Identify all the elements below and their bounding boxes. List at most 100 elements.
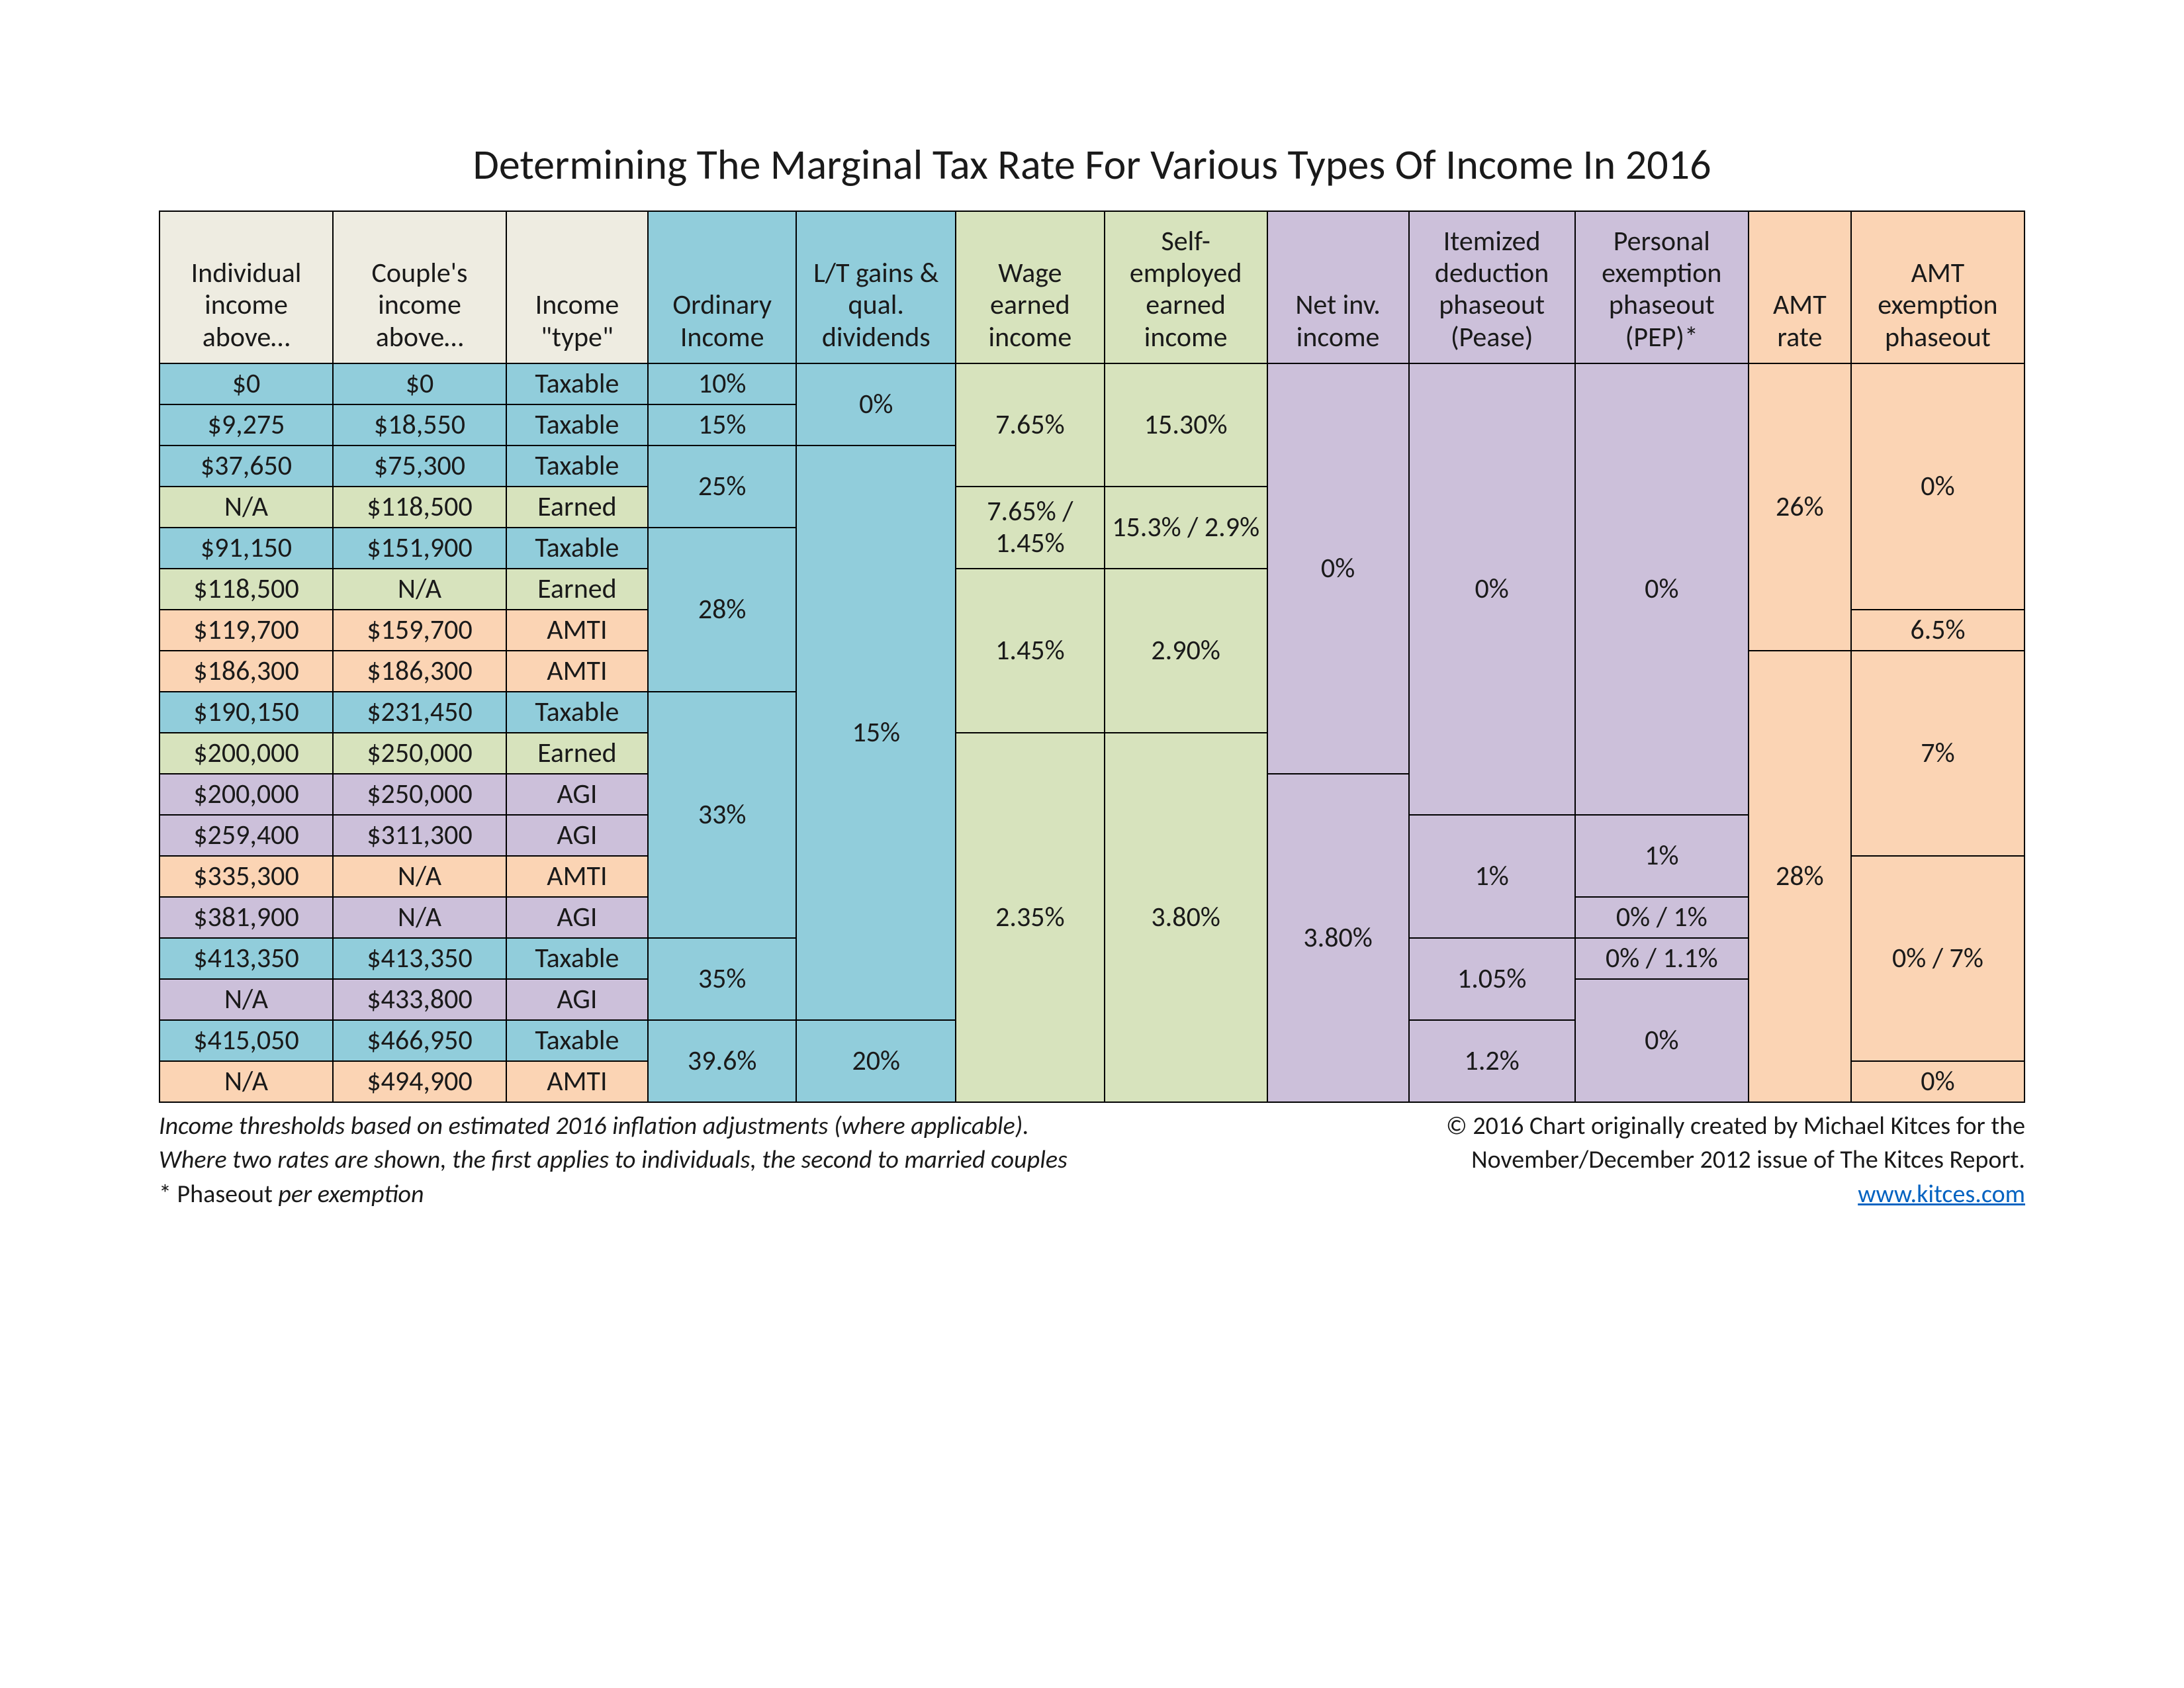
income-type-cell: AGI — [506, 897, 648, 938]
couple-income-cell: $250,000 — [333, 774, 506, 815]
couple-income-cell: $0 — [333, 363, 506, 404]
footnotes: Income thresholds based on estimated 201… — [159, 1109, 2025, 1211]
pease-cell: 1.05% — [1409, 938, 1575, 1020]
col-header-c8: Net inv. income — [1267, 211, 1409, 363]
pease-cell: 1% — [1409, 815, 1575, 938]
col-header-c7: Self-employed earned income — [1105, 211, 1267, 363]
individual-income-cell: $413,350 — [159, 938, 333, 979]
wage-income-cell: 7.65% / 1.45% — [956, 487, 1105, 569]
col-header-c6: Wage earned income — [956, 211, 1105, 363]
pease-cell: 1.2% — [1409, 1020, 1575, 1102]
footnote-line: * Phaseout per exemption — [159, 1178, 1068, 1211]
amt-rate-cell: 26% — [1749, 363, 1851, 651]
pease-cell: 0% — [1409, 363, 1575, 815]
individual-income-cell: $91,150 — [159, 528, 333, 569]
income-type-cell: Taxable — [506, 363, 648, 404]
footnotes-left: Income thresholds based on estimated 201… — [159, 1109, 1068, 1211]
col-header-c12: AMT exemption phaseout — [1851, 211, 2025, 363]
individual-income-cell: $118,500 — [159, 569, 333, 610]
individual-income-cell: N/A — [159, 1061, 333, 1102]
self-employed-cell: 2.90% — [1105, 569, 1267, 733]
couple-income-cell: $231,450 — [333, 692, 506, 733]
income-type-cell: Taxable — [506, 404, 648, 445]
individual-income-cell: $415,050 — [159, 1020, 333, 1061]
income-type-cell: Taxable — [506, 445, 648, 487]
income-type-cell: AMTI — [506, 610, 648, 651]
self-employed-cell: 15.30% — [1105, 363, 1267, 487]
col-header-c3: Income "type" — [506, 211, 648, 363]
individual-income-cell: N/A — [159, 979, 333, 1020]
individual-income-cell: $259,400 — [159, 815, 333, 856]
amt-exemption-cell: 0% / 7% — [1851, 856, 2025, 1061]
income-type-cell: AGI — [506, 774, 648, 815]
couple-income-cell: $75,300 — [333, 445, 506, 487]
couple-income-cell: $118,500 — [333, 487, 506, 528]
lt-gains-cell: 15% — [796, 445, 956, 1020]
individual-income-cell: $9,275 — [159, 404, 333, 445]
income-type-cell: Taxable — [506, 692, 648, 733]
ordinary-income-cell: 10% — [648, 363, 797, 404]
table-header: Individual income above…Couple's income … — [159, 211, 2025, 363]
couple-income-cell: $311,300 — [333, 815, 506, 856]
col-header-c4: Ordinary Income — [648, 211, 797, 363]
couple-income-cell: $18,550 — [333, 404, 506, 445]
couple-income-cell: $433,800 — [333, 979, 506, 1020]
individual-income-cell: N/A — [159, 487, 333, 528]
individual-income-cell: $200,000 — [159, 774, 333, 815]
net-inv-cell: 3.80% — [1267, 774, 1409, 1102]
lt-gains-cell: 0% — [796, 363, 956, 445]
individual-income-cell: $119,700 — [159, 610, 333, 651]
individual-income-cell: $381,900 — [159, 897, 333, 938]
self-employed-cell: 3.80% — [1105, 733, 1267, 1102]
wage-income-cell: 2.35% — [956, 733, 1105, 1102]
pep-cell: 0% / 1.1% — [1575, 938, 1749, 979]
footnote-line: Income thresholds based on estimated 201… — [159, 1111, 1029, 1141]
couple-income-cell: $413,350 — [333, 938, 506, 979]
income-type-cell: Taxable — [506, 1020, 648, 1061]
amt-exemption-cell: 6.5% — [1851, 610, 2025, 651]
couple-income-cell: N/A — [333, 569, 506, 610]
income-type-cell: Taxable — [506, 938, 648, 979]
individual-income-cell: $335,300 — [159, 856, 333, 897]
couple-income-cell: $151,900 — [333, 528, 506, 569]
income-type-cell: AMTI — [506, 1061, 648, 1102]
ordinary-income-cell: 39.6% — [648, 1020, 797, 1102]
amt-rate-cell: 28% — [1749, 651, 1851, 1102]
footnote-line: November/December 2012 issue of The Kitc… — [1446, 1143, 2025, 1177]
table-row: $0$0Taxable10%0%7.65%15.30%0%0%0%26%0% — [159, 363, 2025, 404]
income-type-cell: Earned — [506, 569, 648, 610]
couple-income-cell: $250,000 — [333, 733, 506, 774]
footnote-line: © 2016 Chart originally created by Micha… — [1446, 1109, 2025, 1143]
footnote-line: Where two rates are shown, the first app… — [159, 1145, 1068, 1175]
income-type-cell: Earned — [506, 487, 648, 528]
income-type-cell: AMTI — [506, 651, 648, 692]
individual-income-cell: $190,150 — [159, 692, 333, 733]
col-header-c9: Itemized deduction phaseout (Pease) — [1409, 211, 1575, 363]
individual-income-cell: $186,300 — [159, 651, 333, 692]
income-type-cell: AMTI — [506, 856, 648, 897]
amt-exemption-cell: 0% — [1851, 363, 2025, 610]
pep-cell: 1% — [1575, 815, 1749, 897]
table-header-row: Individual income above…Couple's income … — [159, 211, 2025, 363]
couple-income-cell: $466,950 — [333, 1020, 506, 1061]
source-link[interactable]: www.kitces.com — [1858, 1179, 2025, 1209]
pep-cell: 0% — [1575, 363, 1749, 815]
income-type-cell: Taxable — [506, 528, 648, 569]
col-header-c5: L/T gains & qual. dividends — [796, 211, 956, 363]
net-inv-cell: 0% — [1267, 363, 1409, 774]
ordinary-income-cell: 33% — [648, 692, 797, 938]
pep-cell: 0% / 1% — [1575, 897, 1749, 938]
col-header-c11: AMT rate — [1749, 211, 1851, 363]
individual-income-cell: $37,650 — [159, 445, 333, 487]
income-type-cell: AGI — [506, 815, 648, 856]
wage-income-cell: 1.45% — [956, 569, 1105, 733]
ordinary-income-cell: 15% — [648, 404, 797, 445]
individual-income-cell: $200,000 — [159, 733, 333, 774]
ordinary-income-cell: 35% — [648, 938, 797, 1020]
couple-income-cell: $186,300 — [333, 651, 506, 692]
individual-income-cell: $0 — [159, 363, 333, 404]
col-header-c1: Individual income above… — [159, 211, 333, 363]
amt-exemption-cell: 0% — [1851, 1061, 2025, 1102]
lt-gains-cell: 20% — [796, 1020, 956, 1102]
income-type-cell: Earned — [506, 733, 648, 774]
